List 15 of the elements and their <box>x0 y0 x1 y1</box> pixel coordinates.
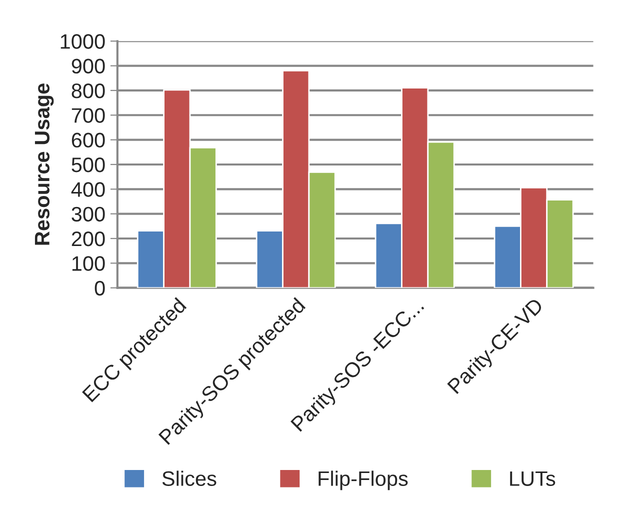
legend-label: Slices <box>162 470 216 486</box>
y-tick-label: 600 <box>72 132 105 148</box>
legend-label: Flip-Flops <box>318 470 408 490</box>
y-tick-label: 0 <box>94 280 105 296</box>
y-tick-label: 700 <box>72 108 105 123</box>
legend-label: LUTs <box>510 471 556 486</box>
y-tick-label: 300 <box>72 206 105 222</box>
y-tick-label: 900 <box>72 58 105 74</box>
y-tick-label: 400 <box>71 182 105 197</box>
y-axis-title: Resource Usage <box>34 84 54 245</box>
y-tick-label: 500 <box>72 157 105 172</box>
y-tick-label: 200 <box>72 231 105 246</box>
y-tick-label: 100 <box>72 256 105 271</box>
y-tick-label: 1000 <box>60 34 105 49</box>
y-tick-label: 800 <box>72 83 105 98</box>
